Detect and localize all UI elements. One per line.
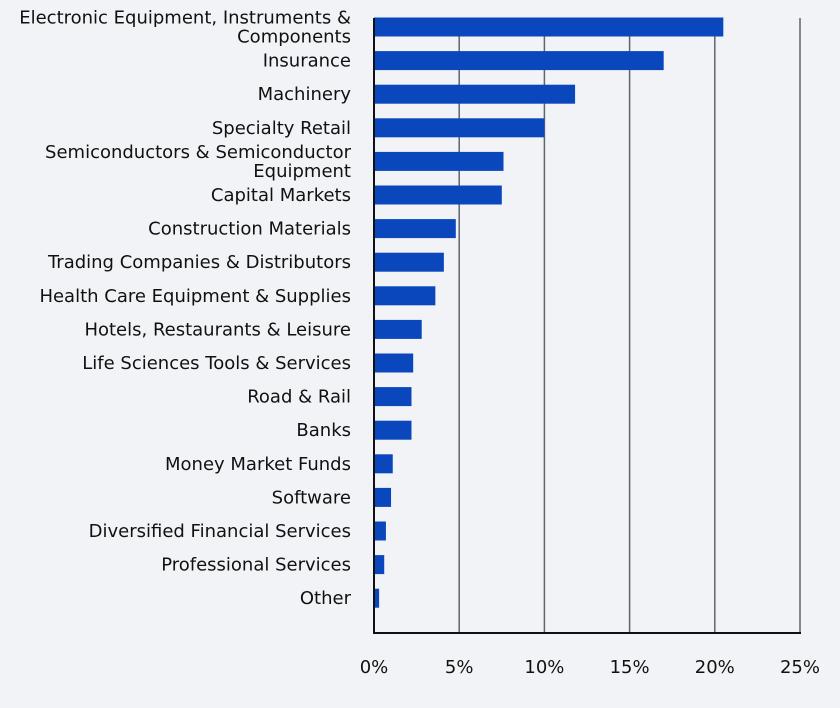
bar [374, 454, 393, 474]
category-label: Electronic Equipment, Instruments & Compo… [19, 8, 351, 48]
category-label-line: Money Market Funds [165, 454, 351, 475]
category-label-line: Trading Companies & Distributors [47, 252, 351, 273]
x-tick-label: 0% [360, 657, 389, 678]
category-label-line: Banks [296, 420, 351, 441]
category-label: Life Sciences Tools & Services [82, 353, 351, 374]
category-label: Specialty Retail [212, 118, 351, 139]
x-tick-label: 20% [695, 657, 735, 678]
bar [374, 387, 412, 407]
category-label-line: Hotels, Restaurants & Leisure [84, 319, 351, 340]
gridlines [458, 18, 801, 633]
bars [374, 17, 724, 608]
category-label-line: Professional Services [161, 555, 351, 576]
category-label-line: Machinery [258, 84, 352, 105]
category-label-line: Specialty Retail [212, 118, 351, 139]
category-label: Professional Services [161, 555, 351, 576]
category-label-line: Capital Markets [211, 185, 351, 206]
category-label: Trading Companies & Distributors [47, 252, 351, 273]
category-label: Hotels, Restaurants & Leisure [84, 319, 351, 340]
category-label: Semiconductors & Semiconductor Equipment [45, 142, 352, 182]
category-label: Health Care Equipment & Supplies [39, 286, 351, 307]
x-tick-label: 25% [780, 657, 820, 678]
category-label: Road & Rail [247, 387, 351, 408]
category-label: Capital Markets [211, 185, 351, 206]
category-label: Construction Materials [148, 219, 351, 240]
category-label-line: Semiconductors & Semiconductor [45, 142, 352, 163]
category-label: Money Market Funds [165, 454, 351, 475]
category-label-line: Electronic Equipment, Instruments & [19, 8, 351, 29]
bar [374, 555, 385, 575]
category-label: Diversified Financial Services [89, 521, 351, 542]
bar [374, 252, 444, 272]
category-label: Insurance [263, 51, 351, 72]
bar [374, 17, 724, 37]
category-label: Banks [296, 420, 351, 441]
bar [374, 521, 386, 541]
category-labels: Electronic Equipment, Instruments & Compo… [19, 8, 351, 610]
category-label-line: Equipment [253, 161, 351, 182]
category-label: Other [300, 588, 352, 609]
category-label-line: Life Sciences Tools & Services [82, 353, 351, 374]
bar [374, 84, 576, 104]
bar [374, 118, 545, 138]
category-label-line: Insurance [263, 51, 351, 72]
x-tick-label: 5% [445, 657, 474, 678]
category-label-line: Construction Materials [148, 219, 351, 240]
category-label: Software [272, 487, 351, 508]
category-label-line: Other [300, 588, 352, 609]
bar [374, 51, 664, 71]
category-label: Machinery [258, 84, 352, 105]
x-tick-labels: 0% 5% 10% 15% 20% 25% [360, 657, 820, 678]
category-label-line: Components [237, 27, 351, 48]
bar [374, 185, 502, 205]
bar [374, 353, 414, 373]
bar [374, 219, 456, 239]
bar [374, 588, 380, 608]
bar [374, 286, 436, 306]
category-label-line: Software [272, 487, 351, 508]
axes [373, 18, 801, 634]
category-label-line: Road & Rail [247, 387, 351, 408]
x-tick-label: 10% [524, 657, 564, 678]
bar [374, 319, 422, 339]
bar [374, 487, 392, 507]
category-label-line: Diversified Financial Services [89, 521, 351, 542]
category-label-line: Health Care Equipment & Supplies [39, 286, 351, 307]
bar [374, 151, 504, 171]
x-tick-label: 15% [610, 657, 650, 678]
bar [374, 420, 412, 440]
